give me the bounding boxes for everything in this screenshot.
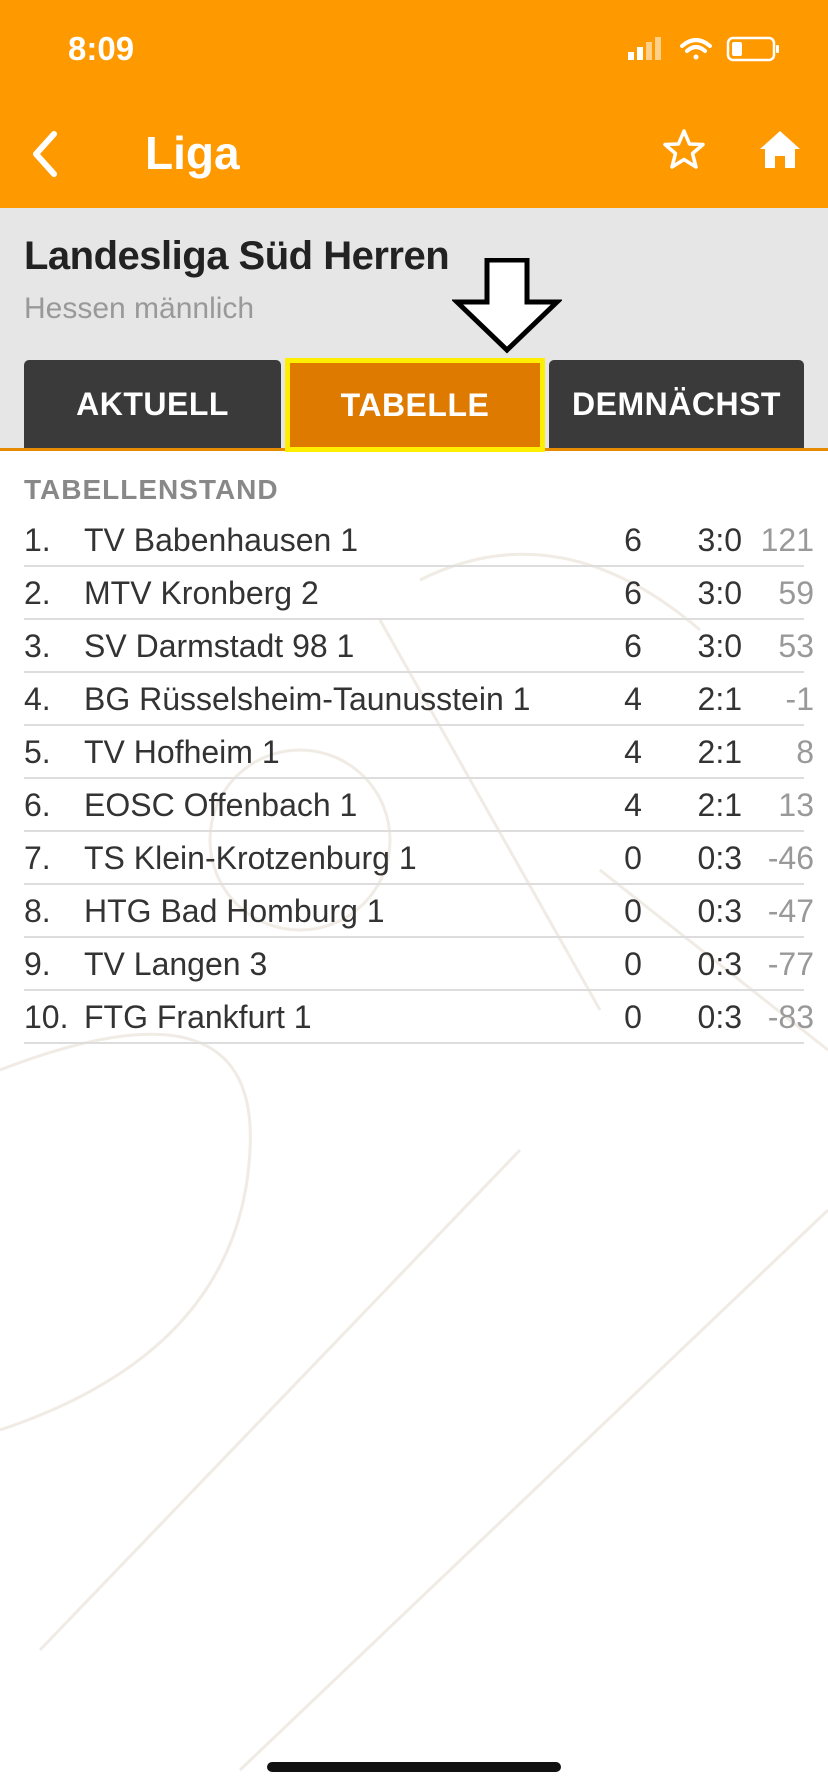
star-icon[interactable] (662, 128, 706, 172)
status-time: 8:09 (68, 30, 135, 67)
games: 0 (624, 999, 642, 1035)
tab-demnaechst[interactable]: DEMNÄCHST (549, 360, 804, 448)
home-indicator[interactable] (267, 1762, 561, 1772)
rank: 1. (24, 522, 51, 558)
rank: 7. (24, 840, 51, 876)
rank: 3. (24, 628, 51, 664)
app-header: 8:09 Liga (0, 0, 828, 208)
rank: 6. (24, 787, 51, 823)
score: 0:3 (697, 893, 742, 929)
score: 3:0 (697, 522, 742, 558)
score: 0:3 (697, 840, 742, 876)
rank: 8. (24, 893, 51, 929)
point-diff: 8 (796, 734, 814, 770)
score: 3:0 (697, 575, 742, 611)
back-chevron-icon[interactable] (26, 126, 66, 182)
point-diff: -47 (767, 893, 814, 929)
table-row[interactable]: 7. TS Klein-Krotzenburg 1 0 0:3 -46 (24, 832, 814, 885)
standings-table: 1. TV Babenhausen 1 6 3:0 121 2. MTV Kro… (24, 514, 814, 1044)
table-row[interactable]: 10. FTG Frankfurt 1 0 0:3 -83 (24, 991, 814, 1044)
table-row[interactable]: 1. TV Babenhausen 1 6 3:0 121 (24, 514, 814, 567)
games: 4 (624, 787, 642, 823)
status-icons (628, 36, 779, 62)
point-diff: -77 (767, 946, 814, 982)
games: 0 (624, 946, 642, 982)
team-name: TV Hofheim 1 (84, 734, 280, 770)
table-row[interactable]: 2. MTV Kronberg 2 6 3:0 59 (24, 567, 814, 620)
team-name: FTG Frankfurt 1 (84, 999, 312, 1035)
point-diff: 121 (760, 522, 814, 558)
score: 0:3 (697, 946, 742, 982)
team-name: SV Darmstadt 98 1 (84, 628, 355, 664)
team-name: TV Langen 3 (84, 946, 268, 982)
games: 0 (624, 840, 642, 876)
team-name: TV Babenhausen 1 (84, 522, 358, 558)
down-arrow-annotation-icon (452, 258, 562, 354)
point-diff: -1 (785, 681, 814, 717)
home-icon[interactable] (758, 128, 802, 172)
games: 4 (624, 681, 642, 717)
games: 6 (624, 522, 642, 558)
section-label: TABELLENSTAND (24, 474, 279, 505)
table-row[interactable]: 6. EOSC Offenbach 1 4 2:1 13 (24, 779, 814, 832)
score: 2:1 (697, 681, 742, 717)
point-diff: -46 (767, 840, 814, 876)
rank: 9. (24, 946, 51, 982)
team-name: BG Rüsselsheim-Taunusstein 1 (84, 681, 531, 717)
tab-aktuell[interactable]: AKTUELL (24, 360, 281, 448)
nav-title: Liga (145, 127, 240, 179)
point-diff: 13 (778, 787, 814, 823)
games: 6 (624, 628, 642, 664)
battery-icon (726, 36, 779, 62)
rank: 10. (24, 999, 69, 1035)
point-diff: 59 (778, 575, 814, 611)
score: 2:1 (697, 734, 742, 770)
games: 6 (624, 575, 642, 611)
team-name: HTG Bad Homburg 1 (84, 893, 385, 929)
score: 3:0 (697, 628, 742, 664)
tab-tabelle[interactable]: TABELLE (285, 358, 545, 452)
games: 0 (624, 893, 642, 929)
signal-icon (628, 37, 661, 60)
team-name: EOSC Offenbach 1 (84, 787, 358, 823)
league-subtitle: Hessen männlich (24, 292, 255, 325)
score: 0:3 (697, 999, 742, 1035)
table-row[interactable]: 5. TV Hofheim 1 4 2:1 8 (24, 726, 814, 779)
games: 4 (624, 734, 642, 770)
point-diff: 53 (778, 628, 814, 664)
table-row[interactable]: 8. HTG Bad Homburg 1 0 0:3 -47 (24, 885, 814, 938)
table-row[interactable]: 4. BG Rüsselsheim-Taunusstein 1 4 2:1 -1 (24, 673, 814, 726)
wifi-icon (680, 38, 712, 60)
rank: 4. (24, 681, 51, 717)
point-diff: -83 (767, 999, 814, 1035)
table-row[interactable]: 3. SV Darmstadt 98 1 6 3:0 53 (24, 620, 814, 673)
league-title: Landesliga Süd Herren (24, 234, 450, 278)
team-name: MTV Kronberg 2 (84, 575, 319, 611)
rank: 2. (24, 575, 51, 611)
team-name: TS Klein-Krotzenburg 1 (84, 840, 417, 876)
rank: 5. (24, 734, 51, 770)
score: 2:1 (697, 787, 742, 823)
table-row[interactable]: 9. TV Langen 3 0 0:3 -77 (24, 938, 814, 991)
